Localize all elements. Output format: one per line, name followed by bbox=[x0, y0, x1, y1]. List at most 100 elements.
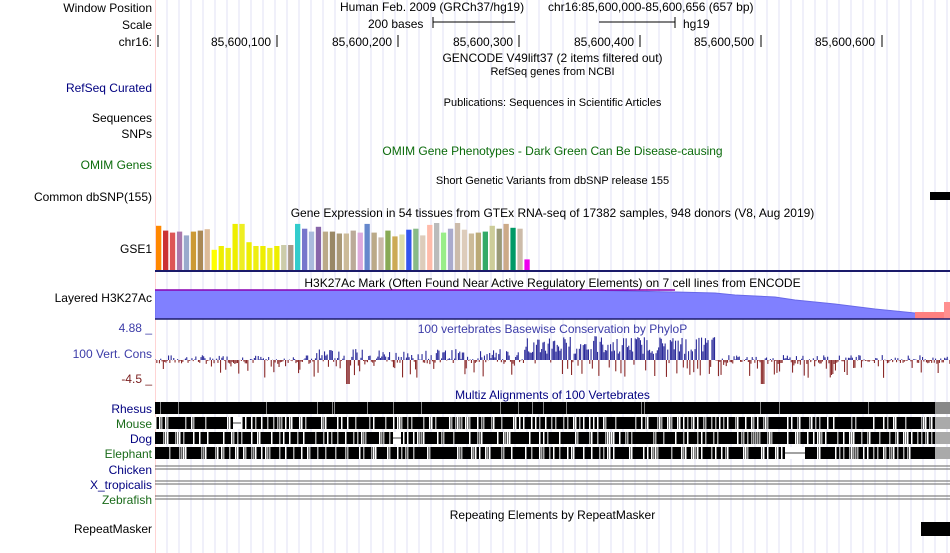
gtex-bar[interactable] bbox=[211, 249, 217, 270]
omim-track-label[interactable]: OMIM Genes bbox=[80, 158, 152, 172]
gtex-bar[interactable] bbox=[322, 231, 329, 270]
gtex-bar[interactable] bbox=[371, 232, 377, 270]
conservation-bar bbox=[551, 348, 553, 360]
gtex-bar[interactable] bbox=[427, 224, 433, 270]
gtex-bar[interactable] bbox=[503, 223, 509, 270]
dbsnp-feature[interactable] bbox=[930, 192, 950, 200]
gtex-bar[interactable] bbox=[399, 234, 405, 271]
publications-track-title[interactable]: Publications: Sequences in Scientific Ar… bbox=[443, 97, 662, 109]
gtex-bar[interactable] bbox=[163, 230, 169, 270]
gtex-bar[interactable] bbox=[434, 223, 440, 270]
multiz-species-label[interactable]: Dog bbox=[129, 432, 152, 446]
dbsnp-track-title[interactable]: Short Genetic Variants from dbSNP releas… bbox=[435, 175, 670, 187]
snps-track-label[interactable]: SNPs bbox=[121, 127, 152, 141]
gtex-bar[interactable] bbox=[274, 246, 280, 270]
gtex-bar[interactable] bbox=[468, 233, 475, 271]
dbsnp-track-label[interactable]: Common dbSNP(155) bbox=[33, 190, 152, 204]
repeatmasker-track-title[interactable]: Repeating Elements by RepeatMasker bbox=[449, 508, 656, 522]
conservation-bar bbox=[279, 360, 281, 363]
gtex-bar[interactable] bbox=[183, 235, 190, 270]
conservation-wiggle[interactable] bbox=[155, 336, 950, 384]
gtex-bar[interactable] bbox=[343, 233, 349, 271]
gtex-bar[interactable] bbox=[524, 259, 530, 270]
gtex-bar[interactable] bbox=[288, 245, 294, 270]
gtex-bar[interactable] bbox=[239, 223, 245, 270]
gtex-bar[interactable] bbox=[385, 230, 391, 270]
gtex-bar[interactable] bbox=[260, 246, 266, 270]
gtex-bar[interactable] bbox=[357, 232, 363, 270]
gtex-bar[interactable] bbox=[281, 245, 287, 270]
multiz-species-label[interactable]: Zebrafish bbox=[101, 493, 152, 507]
gtex-bar-chart[interactable] bbox=[156, 223, 530, 270]
multiz-species-label[interactable]: X_tropicalis bbox=[89, 478, 152, 492]
gtex-bar[interactable] bbox=[461, 229, 468, 270]
gtex-bar[interactable] bbox=[218, 246, 224, 270]
gtex-bar[interactable] bbox=[169, 232, 176, 270]
h3k27ac-track-title[interactable]: H3K27Ac Mark (Often Found Near Active Re… bbox=[304, 276, 801, 290]
gtex-bar[interactable] bbox=[336, 233, 342, 271]
multiz-species-label[interactable]: Rhesus bbox=[111, 402, 152, 416]
gtex-bar[interactable] bbox=[315, 226, 322, 270]
gtex-bar[interactable] bbox=[413, 228, 419, 270]
gtex-bar[interactable] bbox=[406, 229, 412, 270]
gtex-track-title[interactable]: Gene Expression in 54 tissues from GTEx … bbox=[290, 206, 815, 220]
gtex-bar[interactable] bbox=[510, 227, 516, 270]
conservation-bar bbox=[521, 359, 523, 360]
gtex-bar[interactable] bbox=[517, 228, 523, 270]
conservation-bar bbox=[326, 354, 328, 360]
browser-image-panel bbox=[155, 0, 950, 553]
repeatmasker-feature[interactable] bbox=[921, 522, 950, 536]
conservation-bar bbox=[691, 351, 693, 360]
conservation-bar bbox=[733, 356, 735, 360]
gtex-bar[interactable] bbox=[447, 228, 454, 270]
gtex-bar[interactable] bbox=[475, 232, 481, 270]
gtex-bar[interactable] bbox=[440, 232, 447, 270]
gtex-bar[interactable] bbox=[308, 231, 315, 270]
gtex-bar[interactable] bbox=[246, 242, 252, 270]
gtex-bar[interactable] bbox=[225, 247, 231, 270]
conservation-bar bbox=[282, 360, 284, 362]
gtex-bar[interactable] bbox=[378, 237, 384, 270]
gtex-bar[interactable] bbox=[420, 235, 426, 270]
gtex-bar[interactable] bbox=[190, 231, 197, 270]
gtex-bar[interactable] bbox=[232, 223, 238, 270]
conservation-bar bbox=[318, 349, 320, 360]
gtex-bar[interactable] bbox=[482, 231, 488, 270]
gtex-bar[interactable] bbox=[496, 228, 502, 270]
gtex-bar[interactable] bbox=[295, 223, 301, 270]
gtex-bar[interactable] bbox=[329, 231, 336, 270]
gtex-bar[interactable] bbox=[454, 223, 461, 270]
gtex-bar[interactable] bbox=[350, 230, 356, 270]
gtex-track-label[interactable]: GSE1 bbox=[119, 242, 152, 256]
repeatmasker-track-label[interactable]: RepeatMasker bbox=[73, 522, 152, 536]
h3k27ac-track-label[interactable]: Layered H3K27Ac bbox=[54, 291, 152, 305]
gtex-bar[interactable] bbox=[392, 236, 398, 270]
refseq-track-title[interactable]: RefSeq genes from NCBI bbox=[490, 66, 615, 78]
conservation-bar bbox=[522, 360, 524, 363]
gencode-track-title[interactable]: GENCODE V49lift37 (2 items filtered out) bbox=[442, 51, 663, 65]
gtex-bar[interactable] bbox=[267, 247, 273, 270]
conservation-bar bbox=[929, 360, 931, 361]
gtex-bar[interactable] bbox=[253, 246, 259, 270]
gtex-bar[interactable] bbox=[204, 229, 210, 270]
gtex-bar[interactable] bbox=[364, 223, 370, 270]
h3k27ac-signal[interactable] bbox=[155, 289, 950, 320]
multiz-species-label[interactable]: Chicken bbox=[108, 463, 152, 477]
multiz-alignments[interactable] bbox=[155, 402, 950, 500]
conservation-track-label[interactable]: 100 Vert. Cons bbox=[72, 347, 152, 361]
refseq-track-label[interactable]: RefSeq Curated bbox=[65, 81, 152, 95]
conservation-bar bbox=[246, 360, 248, 364]
conservation-bar bbox=[490, 358, 492, 360]
conservation-track-title[interactable]: 100 vertebrates Basewise Conservation by… bbox=[417, 322, 688, 336]
gtex-bar[interactable] bbox=[489, 225, 495, 270]
multiz-species-label[interactable]: Mouse bbox=[115, 417, 152, 431]
conservation-bar bbox=[572, 360, 574, 363]
gtex-bar[interactable] bbox=[176, 231, 183, 270]
gtex-bar[interactable] bbox=[197, 230, 203, 270]
multiz-track-title[interactable]: Multiz Alignments of 100 Vertebrates bbox=[455, 388, 650, 402]
gtex-bar[interactable] bbox=[302, 228, 308, 270]
omim-track-title[interactable]: OMIM Gene Phenotypes - Dark Green Can Be… bbox=[382, 144, 723, 158]
multiz-species-label[interactable]: Elephant bbox=[104, 447, 152, 461]
sequences-track-label[interactable]: Sequences bbox=[91, 111, 152, 125]
gtex-bar[interactable] bbox=[156, 225, 162, 270]
